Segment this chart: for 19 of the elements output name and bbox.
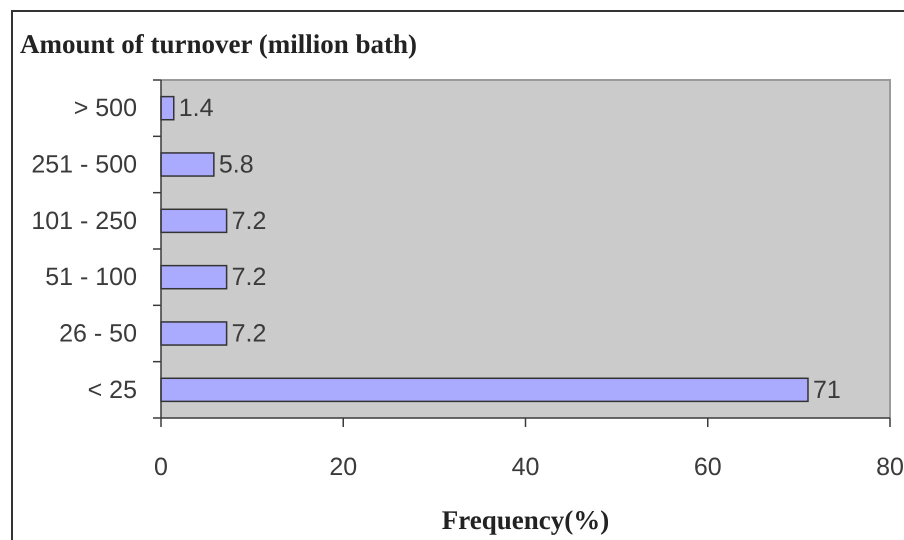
- data-label: 5.8: [218, 150, 254, 178]
- data-label: 1.4: [178, 94, 214, 122]
- y-tick-label: > 500: [74, 94, 137, 122]
- data-label: 71: [812, 376, 841, 404]
- data-label: 7.2: [232, 206, 266, 235]
- y-tick-label: 51 - 100: [45, 263, 137, 292]
- y-tick-label: 251 - 500: [31, 150, 137, 178]
- x-tick-label: 0: [154, 453, 168, 481]
- chart-title: Amount of turnover (million bath): [20, 29, 418, 59]
- x-tick-label: 20: [329, 453, 358, 481]
- x-tick-label: 60: [694, 453, 722, 481]
- y-tick-label: < 25: [88, 376, 137, 404]
- x-axis-title: Frequency(%): [442, 505, 610, 535]
- y-tick-label: 101 - 250: [31, 206, 137, 235]
- y-tick-label: 26 - 50: [59, 320, 137, 348]
- x-tick-label: 80: [876, 453, 904, 481]
- data-label: 7.2: [232, 263, 266, 292]
- data-label: 7.2: [232, 320, 266, 348]
- x-tick-label: 40: [512, 453, 540, 481]
